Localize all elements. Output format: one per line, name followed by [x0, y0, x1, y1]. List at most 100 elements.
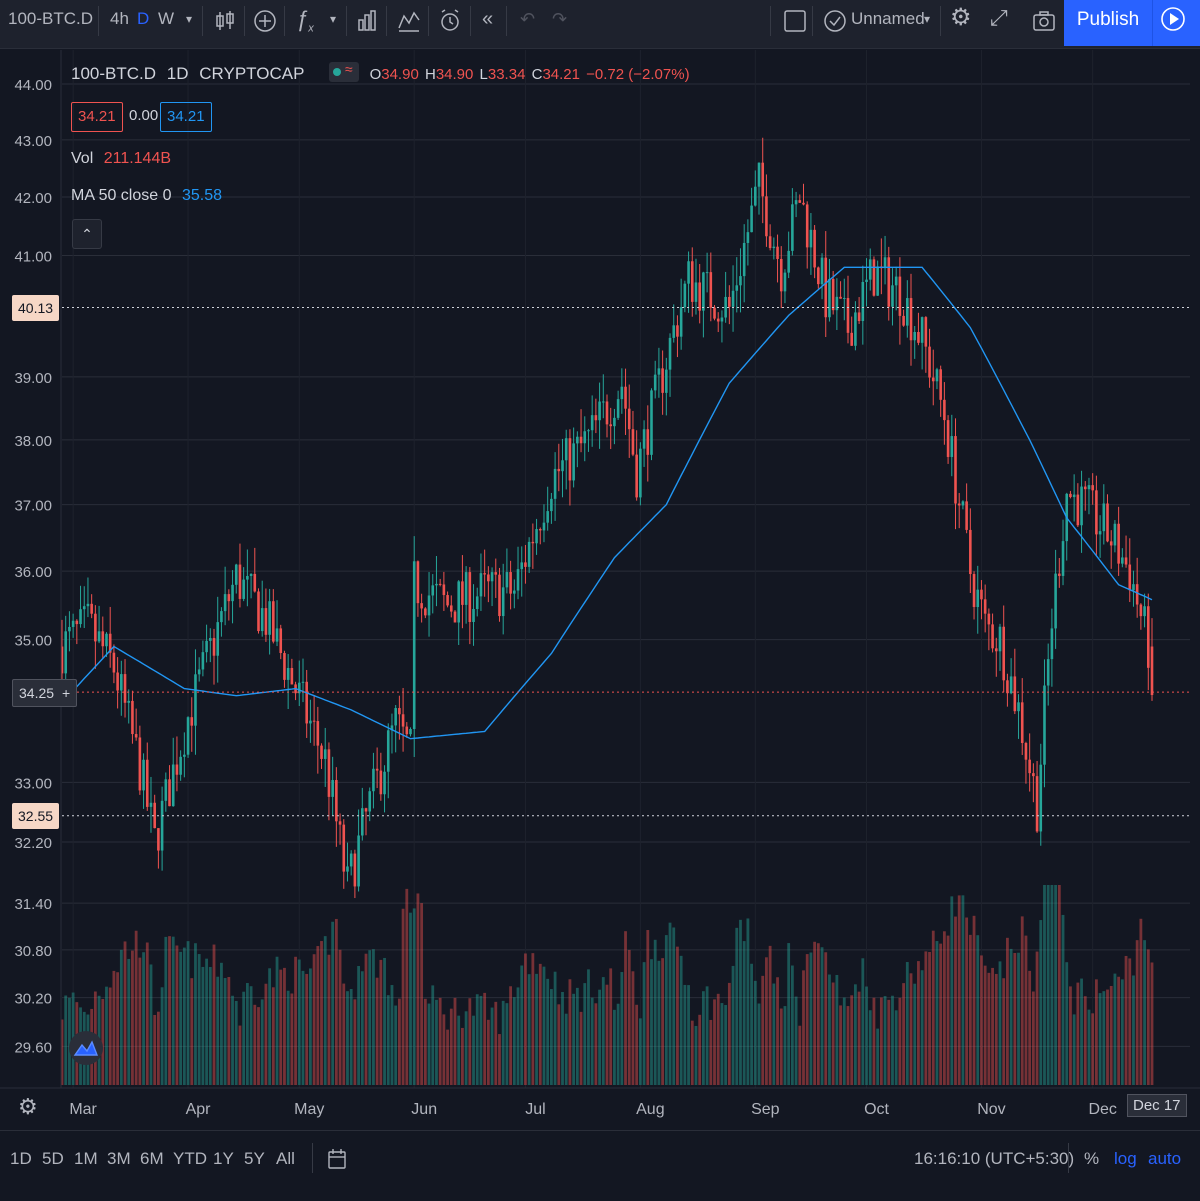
volume-bar: [431, 985, 435, 1085]
candle-body: [735, 285, 739, 291]
candle-body: [605, 401, 609, 425]
candle-body: [97, 631, 101, 642]
volume-bar: [1017, 952, 1020, 1085]
volume-bar: [375, 977, 379, 1085]
ma-legend[interactable]: MA 50 close 0 35.58: [71, 187, 222, 205]
candle-body: [753, 186, 757, 206]
layout-dropdown-icon[interactable]: ▾: [924, 12, 931, 26]
candle-body: [535, 529, 538, 544]
financials-icon[interactable]: [354, 8, 380, 34]
candle-body: [335, 780, 338, 822]
high-price-marker: 40.13: [12, 294, 60, 321]
candle-body: [809, 229, 813, 248]
interval-w-button[interactable]: W: [158, 9, 175, 28]
interval-dropdown-icon[interactable]: ▾: [186, 12, 193, 26]
auto-scale-toggle[interactable]: auto: [1148, 1149, 1182, 1168]
ask-badge[interactable]: 34.21: [160, 102, 212, 132]
volume-bar: [624, 931, 627, 1085]
volume-bar: [201, 966, 205, 1085]
price-chart[interactable]: 44.00 43.00 42.00 41.00 39.00 38.00 37.00 36.00…: [0, 0, 1200, 1130]
volume-bar: [616, 1003, 620, 1085]
range-5d-button[interactable]: 5D: [42, 1149, 64, 1168]
volume-bar: [894, 1010, 898, 1085]
candle-body: [453, 611, 457, 623]
candle-body: [372, 768, 375, 792]
candle-body: [79, 609, 82, 625]
candle-body: [931, 377, 935, 382]
bid-badge[interactable]: 34.21: [71, 102, 123, 132]
legend-exchange: CRYPTOCAP: [199, 64, 305, 83]
compare-add-icon[interactable]: [252, 8, 278, 34]
volume-bar: [549, 989, 553, 1085]
templates-icon[interactable]: [396, 8, 422, 34]
layout-name-button[interactable]: Unnamed: [851, 9, 925, 28]
candle-body: [1043, 685, 1046, 765]
candle-body: [598, 401, 601, 421]
axis-settings-gear-icon[interactable]: ⚙: [18, 1094, 38, 1119]
redo-icon[interactable]: ↷: [552, 9, 568, 29]
candle-body: [557, 468, 561, 472]
volume-bar: [1006, 937, 1009, 1085]
symbol-legend[interactable]: 100-BTC.D 1D CRYPTOCAP ≈ O34.90 H34.90 L…: [71, 61, 690, 84]
candle-body: [576, 436, 579, 444]
fullscreen-icon[interactable]: ⤢: [990, 5, 1008, 30]
percent-scale-toggle[interactable]: %: [1084, 1149, 1100, 1168]
volume-bar: [349, 988, 353, 1085]
volume-bar: [1013, 953, 1017, 1085]
replay-rewind-icon[interactable]: «: [482, 8, 494, 30]
market-status-badge[interactable]: ≈: [328, 61, 359, 82]
volume-bar: [305, 973, 309, 1085]
checkbox-square-icon[interactable]: [782, 8, 808, 34]
volume-bar: [924, 951, 928, 1085]
indicators-dropdown-icon[interactable]: ▾: [330, 12, 337, 26]
price-tick-label: 42.00: [14, 190, 52, 207]
volume-bar: [182, 947, 186, 1085]
range-1d-button[interactable]: 1D: [10, 1149, 32, 1168]
candle-body: [64, 631, 68, 674]
volume-bar: [928, 951, 931, 1085]
range-5y-button[interactable]: 5Y: [244, 1149, 265, 1168]
volume-bar: [390, 985, 394, 1085]
close-value: 34.21: [542, 66, 580, 83]
candle-body: [609, 424, 613, 427]
publish-button[interactable]: Publish: [1064, 0, 1152, 46]
range-6m-button[interactable]: 6M: [140, 1149, 164, 1168]
volume-bar: [435, 999, 438, 1085]
tradingview-logo-icon[interactable]: [68, 1030, 104, 1066]
range-1m-button[interactable]: 1M: [74, 1149, 98, 1168]
volume-bar: [190, 978, 194, 1085]
plus-icon[interactable]: +: [61, 685, 71, 702]
candle-body: [108, 633, 112, 653]
interval-4h-button[interactable]: 4h: [110, 9, 129, 28]
candle-body: [312, 720, 316, 722]
candles-chart-type-icon[interactable]: [212, 8, 238, 34]
collapse-legend-button[interactable]: ⌃: [72, 219, 102, 249]
volume-legend[interactable]: Vol 211.144B: [71, 150, 171, 168]
candle-body: [175, 764, 179, 775]
range-all-button[interactable]: All: [276, 1149, 295, 1168]
timezone-clock[interactable]: 16:16:10 (UTC+5:30): [914, 1149, 1075, 1168]
candle-body: [668, 337, 672, 370]
gear-icon[interactable]: ⚙: [950, 4, 972, 31]
candle-body: [842, 298, 846, 300]
symbol-search-button[interactable]: 100-BTC.D: [8, 9, 94, 28]
range-1y-button[interactable]: 1Y: [213, 1149, 234, 1168]
camera-snapshot-icon[interactable]: [1031, 8, 1057, 34]
range-ytd-button[interactable]: YTD: [173, 1149, 207, 1168]
indicators-fx-icon[interactable]: ƒx: [296, 6, 314, 35]
alert-clock-icon[interactable]: [437, 8, 463, 34]
candle-body: [509, 572, 512, 594]
candle-body: [490, 572, 494, 582]
range-3m-button[interactable]: 3M: [107, 1149, 131, 1168]
candle-body: [820, 257, 824, 285]
cloud-save-icon[interactable]: [822, 8, 848, 34]
undo-icon[interactable]: ↶: [520, 9, 536, 29]
candle-body: [972, 574, 976, 608]
log-scale-toggle[interactable]: log: [1114, 1149, 1137, 1168]
candle-body: [331, 780, 334, 797]
interval-d-button[interactable]: D: [137, 9, 150, 28]
goto-date-calendar-icon[interactable]: [326, 1147, 348, 1171]
play-stream-button[interactable]: [1152, 0, 1200, 46]
volume-bar: [346, 991, 349, 1085]
candle-body: [894, 276, 898, 286]
